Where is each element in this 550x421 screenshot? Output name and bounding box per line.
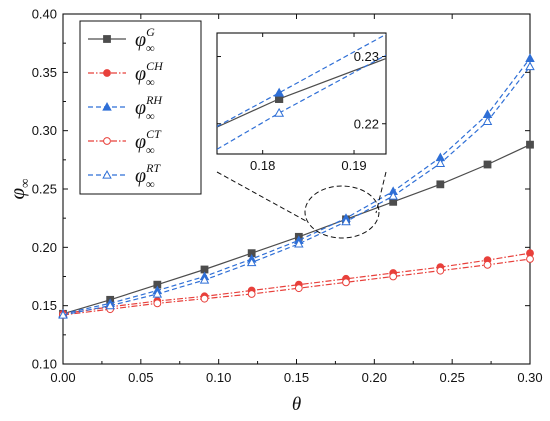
- legend-subscript: ∞: [146, 75, 155, 89]
- zoom-ellipse: [304, 185, 380, 239]
- legend-swatch-marker: [103, 69, 111, 77]
- legend-swatch-marker: [103, 35, 111, 43]
- legend-swatch-marker: [102, 102, 112, 111]
- inset-data-point: [274, 107, 285, 117]
- inset-series: [217, 33, 386, 150]
- legend-item-rt: φRT∞: [88, 161, 161, 191]
- legend-subscript: ∞: [146, 109, 155, 123]
- legend-subscript: ∞: [146, 177, 155, 191]
- data-point: [58, 310, 68, 319]
- series-line: [62, 57, 531, 315]
- legend: φG∞φCH∞φRH∞φCT∞φRT∞: [79, 20, 202, 195]
- y-tick-label: 0.30: [32, 123, 57, 138]
- y-tick-label: 0.40: [32, 7, 57, 22]
- data-point: [482, 116, 493, 125]
- x-tick-label: 0.15: [284, 370, 309, 385]
- x-tick-label: 0.30: [517, 370, 542, 385]
- x-axis-title: θ: [292, 394, 301, 415]
- legend-label: φRH: [135, 93, 163, 119]
- inset-x-tick-label: 0.19: [341, 158, 366, 173]
- data-point: [483, 160, 492, 169]
- legend-item-ch: φCH∞: [88, 59, 164, 89]
- data-point: [152, 289, 163, 298]
- y-tick-label: 0.10: [32, 357, 57, 372]
- data-point: [342, 278, 350, 287]
- y-tick-label: 0.25: [32, 182, 57, 197]
- inset-data-point: [274, 87, 285, 97]
- legend-swatch-marker: [102, 170, 112, 179]
- x-tick-label: 0.25: [440, 370, 465, 385]
- legend-label: φG: [135, 25, 155, 51]
- data-point: [153, 299, 162, 308]
- data-point: [483, 260, 492, 269]
- data-point: [247, 290, 256, 298]
- series-ct: [59, 255, 534, 319]
- data-point: [341, 216, 351, 226]
- legend-label: φCT: [135, 127, 162, 153]
- data-point: [388, 191, 398, 200]
- data-point: [199, 275, 210, 284]
- series-line: [62, 252, 531, 315]
- legend-subscript: ∞: [146, 41, 155, 55]
- inset-x-tick-label: 0.18: [250, 158, 275, 173]
- y-tick-label: 0.35: [32, 65, 57, 80]
- series-rt: [58, 61, 535, 319]
- data-point: [526, 255, 534, 263]
- data-point: [246, 257, 257, 267]
- legend-item-g: φG∞: [88, 25, 155, 55]
- zoom-leader-right: [375, 171, 387, 214]
- inset-frame: [216, 32, 387, 155]
- data-point: [200, 294, 209, 303]
- y-axis-title: φ∞: [5, 179, 32, 200]
- legend-subscript: ∞: [146, 143, 155, 157]
- data-point: [389, 272, 398, 281]
- data-point: [525, 61, 535, 71]
- inset-series-line: [217, 54, 386, 150]
- series-line: [62, 258, 531, 316]
- data-point: [525, 53, 535, 62]
- inset-y-tick-label: 0.22: [354, 116, 379, 131]
- main-plot: 0.00 0.05 0.10 0.15 0.20 0.25 0.30 0.10 0.15 0.20…: [5, 7, 543, 416]
- legend-item-ct: φCT∞: [88, 127, 162, 157]
- x-tick-label: 0.10: [206, 370, 231, 385]
- legend-item-rh: φRH∞: [88, 93, 163, 123]
- data-point: [435, 158, 446, 167]
- legend-label: φCH: [135, 59, 164, 85]
- series-ch: [59, 249, 534, 318]
- data-point: [294, 238, 304, 248]
- x-tick-label: 0.20: [362, 370, 387, 385]
- data-point: [526, 140, 534, 149]
- data-point: [294, 284, 303, 293]
- series-line: [62, 66, 531, 316]
- zoom-leader-left: [216, 171, 307, 222]
- data-point: [436, 266, 445, 275]
- y-tick-label: 0.20: [32, 240, 57, 255]
- x-tick-label: 0.00: [50, 370, 75, 385]
- legend-label: φRT: [135, 161, 161, 187]
- legend-swatch-marker: [103, 137, 111, 145]
- data-point: [436, 180, 445, 189]
- data-point: [105, 300, 115, 310]
- zoom-callout: [216, 171, 387, 239]
- inset-plot: 0.18 0.19 0.22 0.23: [216, 32, 387, 173]
- inset-y-tick-label: 0.23: [354, 49, 379, 64]
- y-tick-label: 0.15: [32, 298, 57, 313]
- x-tick-label: 0.05: [128, 370, 153, 385]
